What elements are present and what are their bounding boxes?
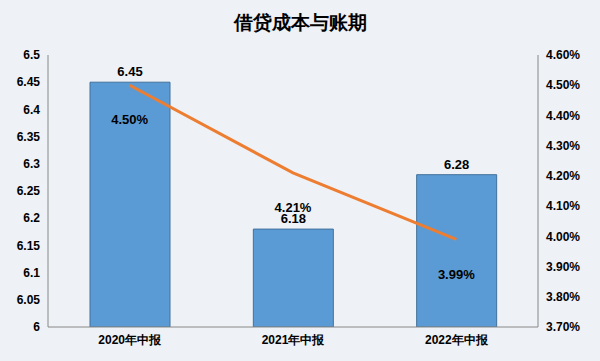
svg-text:3.70%: 3.70%	[546, 320, 580, 334]
svg-text:2022年中报: 2022年中报	[425, 333, 489, 347]
svg-text:6.3: 6.3	[23, 157, 40, 171]
svg-text:4.50%: 4.50%	[111, 112, 148, 127]
svg-text:4.50%: 4.50%	[546, 78, 580, 92]
svg-text:4.00%: 4.00%	[546, 230, 580, 244]
svg-text:3.99%: 3.99%	[438, 267, 475, 282]
svg-text:6.45: 6.45	[17, 75, 41, 89]
svg-text:4.40%: 4.40%	[546, 109, 580, 123]
svg-text:2021年中报: 2021年中报	[262, 333, 326, 347]
svg-text:4.10%: 4.10%	[546, 199, 580, 213]
svg-text:6.1: 6.1	[23, 266, 40, 280]
svg-text:6.35: 6.35	[17, 130, 41, 144]
svg-text:6.28: 6.28	[444, 157, 469, 172]
svg-text:3.80%: 3.80%	[546, 290, 580, 304]
svg-text:2020年中报: 2020年中报	[98, 333, 162, 347]
svg-text:6: 6	[33, 320, 40, 334]
svg-text:6.2: 6.2	[23, 211, 40, 225]
html-text:借贷成本与账期: 借贷成本与账期	[233, 12, 367, 33]
svg-text:3.90%: 3.90%	[546, 260, 580, 274]
svg-text:6.15: 6.15	[17, 239, 41, 253]
svg-text:6.45: 6.45	[117, 64, 142, 79]
svg-text:6.5: 6.5	[23, 48, 40, 62]
svg-text:6.25: 6.25	[17, 184, 41, 198]
svg-text:6.4: 6.4	[23, 103, 40, 117]
svg-text:4.30%: 4.30%	[546, 139, 580, 153]
svg-text:4.20%: 4.20%	[546, 169, 580, 183]
svg-text:4.60%: 4.60%	[546, 48, 580, 62]
svg-text:4.21%: 4.21%	[275, 200, 312, 215]
svg-text:6.18: 6.18	[280, 211, 306, 227]
svg-text:6.05: 6.05	[17, 293, 41, 307]
